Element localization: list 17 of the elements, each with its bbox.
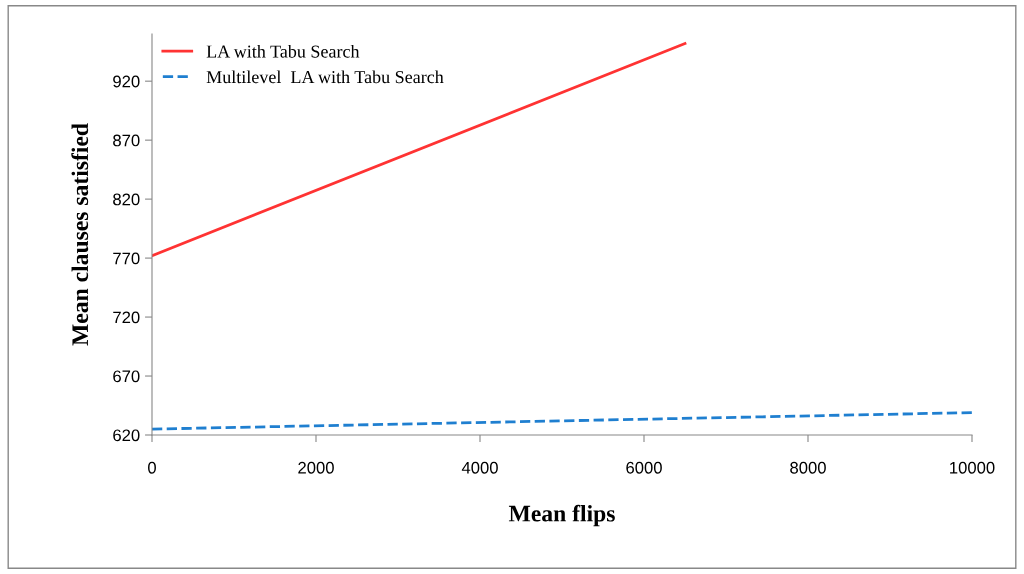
legend-label: Multilevel LA with Tabu Search: [206, 70, 444, 84]
x-axis-title: Mean flips: [508, 504, 615, 527]
x-tick-label: 10000: [950, 461, 995, 474]
y-tick-label: 870: [113, 134, 140, 147]
y-tick-label: 820: [113, 193, 140, 206]
y-tick-label: 920: [113, 75, 140, 88]
y-tick-label: 720: [113, 311, 140, 324]
x-tick-label: 2000: [298, 461, 334, 474]
legend-label: LA with Tabu Search: [206, 44, 360, 58]
x-tick-label: 4000: [461, 461, 498, 474]
x-tick-label: 6000: [626, 461, 662, 474]
x-tick-label: 0: [148, 461, 156, 474]
y-tick-label: 770: [113, 252, 140, 265]
y-tick-label: 620: [113, 429, 140, 442]
y-tick-label: 670: [113, 370, 140, 383]
x-tick-label: 8000: [790, 461, 826, 474]
y-axis-title: Mean clauses satisfied: [71, 123, 89, 346]
